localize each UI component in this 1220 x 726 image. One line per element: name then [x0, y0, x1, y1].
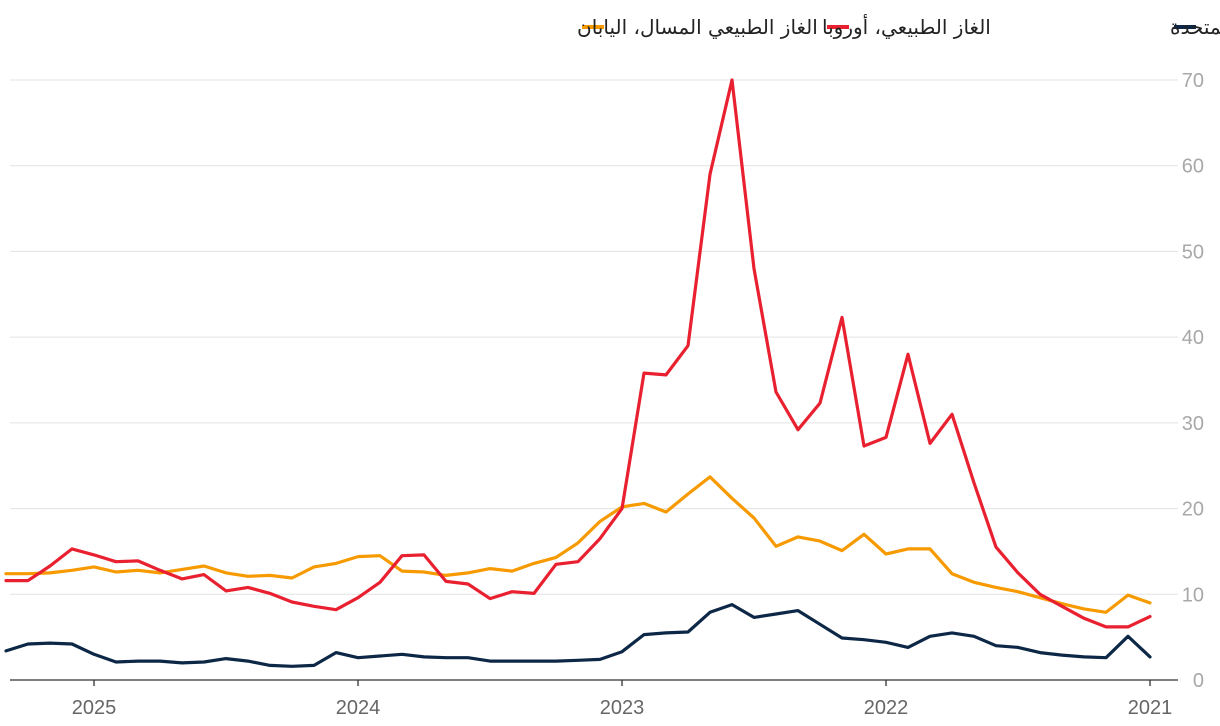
- y-tick-label: 50: [1182, 241, 1204, 263]
- series-lines: [4, 78, 1152, 668]
- x-axis-ticks: 2021 2022 2023 2024 2025: [72, 680, 1173, 719]
- x-tick-label: 2022: [864, 697, 909, 719]
- legend-label-japan-lng: الغاز الطبيعي المسال، اليابان: [577, 15, 818, 40]
- x-tick-label: 2021: [1128, 697, 1173, 719]
- y-tick-label: 20: [1182, 499, 1204, 521]
- x-tick-label: 2023: [600, 697, 645, 719]
- y-tick-label: 0: [1193, 670, 1204, 692]
- legend-label-us-gas: الغاز الطبيعي، الولايات المتحدة: [1170, 15, 1220, 40]
- gridlines: [10, 79, 1178, 595]
- y-tick-label: 10: [1182, 584, 1204, 606]
- y-axis-ticks: 0 10 20 30 40 50 60 70: [1182, 70, 1204, 692]
- y-tick-label: 70: [1182, 70, 1204, 92]
- legend: الغاز الطبيعي، الولايات المتحدة الغاز ال…: [577, 14, 1220, 40]
- series-line-us-gas: [4, 602, 1152, 668]
- series-line-europe-gas: [4, 78, 1152, 629]
- x-tick-label: 2025: [72, 697, 117, 719]
- y-tick-label: 40: [1182, 327, 1204, 349]
- x-tick-label: 2024: [336, 697, 381, 719]
- series-line-japan-lng: [4, 475, 1152, 614]
- y-tick-label: 60: [1182, 156, 1204, 178]
- legend-label-europe-gas: الغاز الطبيعي، أوروبا: [822, 14, 991, 40]
- y-tick-label: 30: [1182, 413, 1204, 435]
